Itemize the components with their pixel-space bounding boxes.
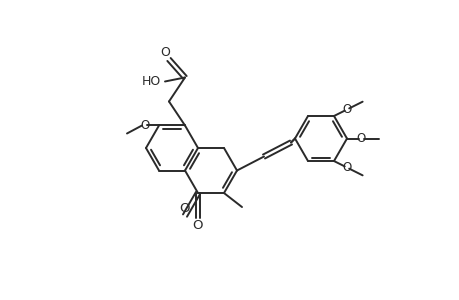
Text: O: O [179, 202, 190, 215]
Text: HO: HO [141, 75, 160, 88]
Text: O: O [160, 46, 169, 59]
Text: O: O [356, 132, 365, 145]
Text: O: O [192, 218, 203, 232]
Text: O: O [341, 161, 350, 174]
Text: O: O [341, 103, 350, 116]
Text: O: O [140, 119, 149, 132]
